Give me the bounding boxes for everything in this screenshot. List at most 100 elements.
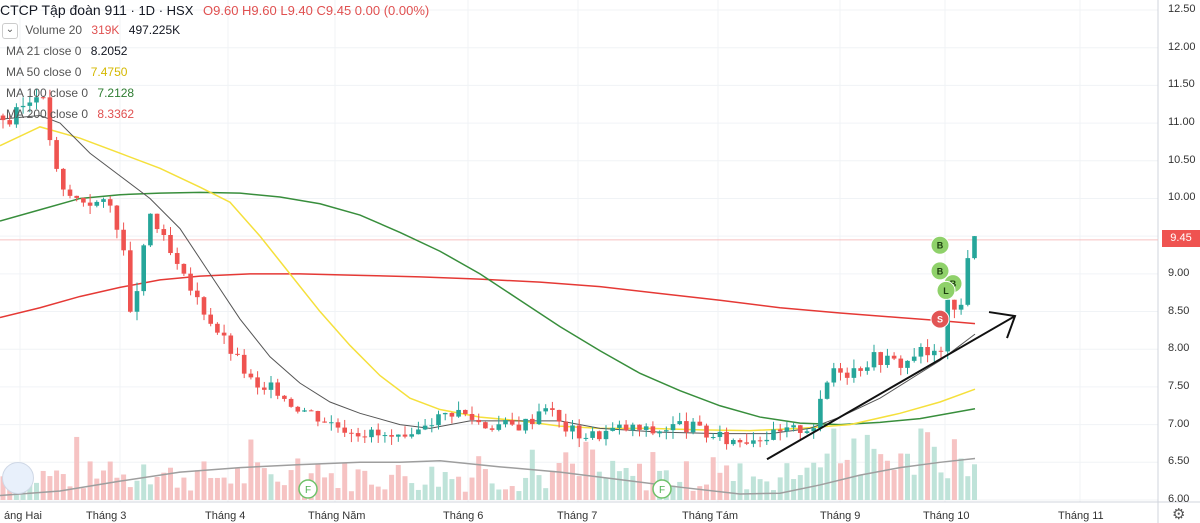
volume-bar [596,471,602,500]
indicator-value: 7.4750 [90,65,128,79]
indicator-value: 7.2128 [97,86,135,100]
indicator-label: MA 100 close 0 [6,86,89,100]
volume-bar [864,434,870,500]
candle-body [248,373,254,378]
candle-body [168,235,173,254]
indicator-ma100[interactable]: MA 100 close 0 7.2128 [6,86,134,100]
volume-bar [603,477,609,500]
candle-body [503,420,508,425]
candle-body [777,429,783,432]
volume-bar [838,463,843,500]
volume-bar [529,449,535,500]
x-tick-label: Tháng 10 [923,510,970,522]
candle-body [717,431,723,438]
y-tick-label: 12.50 [1168,3,1196,15]
candle-body [235,353,240,355]
candle-body [442,412,448,415]
candle-body [737,440,743,443]
volume-bar [476,456,482,500]
volume-bar [121,474,127,500]
volume-bar [878,454,884,500]
candle-body [215,323,220,333]
candle-body [369,429,374,438]
candle-body [416,429,421,435]
indicator-ma21[interactable]: MA 21 close 0 8.2052 [6,44,127,58]
candle-body [925,347,930,356]
candle-body [610,427,615,431]
candle-body [463,409,468,414]
candle-body [456,409,461,417]
volume-bar [724,465,730,500]
tradingview-logo-icon[interactable] [2,462,34,494]
chevron-down-icon[interactable]: ⌄ [2,23,18,39]
candle-body [650,426,656,434]
indicator-label: MA 200 close 0 [6,107,89,121]
candle-body [342,427,347,433]
volume-bar [791,479,797,500]
volume-bar [20,489,26,500]
candle-body [14,107,19,125]
volume-bar [938,472,944,500]
interval-label[interactable]: 1D [138,3,156,18]
indicator-volume[interactable]: ⌄ Volume 20 319K 497.225K [2,23,180,39]
candle-body [784,427,790,432]
volume-bar [248,439,254,500]
candle-body [128,250,133,312]
volume-bar [844,459,850,500]
volume-bar [342,463,348,500]
candle-body [81,197,86,203]
candle-body [74,195,79,198]
candle-body [409,434,414,437]
candle-body [576,425,582,439]
candle-body [731,440,736,445]
candle-body [154,213,160,230]
candle-body [275,382,280,396]
exchange-label: HSX [166,3,194,18]
candle-body [590,431,595,438]
candle-body [141,245,146,292]
candle-body [389,435,394,437]
candle-body [657,431,662,434]
candle-body [818,398,823,429]
candle-body [623,424,629,431]
candle-body [148,213,153,246]
volume-bar [811,462,817,500]
candle-body [523,418,528,431]
candle-body [87,202,93,206]
candle-body [476,419,481,423]
candle-body [556,409,562,422]
symbol-name[interactable]: CTCP Tập đoàn 911 [0,2,127,18]
volume-bar [375,486,381,500]
candle-body [851,368,857,378]
volume-bar [804,467,810,500]
volume-bar [449,479,455,500]
indicator-label: Volume 20 [25,23,83,38]
candle-body [201,297,207,315]
candle-body [891,355,897,359]
indicator-ma200[interactable]: MA 200 close 0 8.3362 [6,107,134,121]
y-tick-label: 8.50 [1168,304,1190,317]
volume-bar [255,462,261,500]
volume-bar [402,476,408,500]
volume-bar [858,475,864,500]
volume-bar [462,491,468,500]
volume-bar [610,460,616,500]
candle-body [757,440,763,442]
volume-bar [771,490,776,500]
indicator-ma50[interactable]: MA 50 close 0 7.4750 [6,65,127,79]
volume-bar [134,480,140,500]
volume-bar [181,477,187,500]
signal-marker-buy [930,235,950,255]
candle-body [161,229,167,236]
candle-body [563,421,569,432]
candle-body [677,421,682,425]
volume-bar [482,469,488,500]
candle-body [228,335,234,354]
volume-bar [764,481,770,500]
volume-bar [536,475,542,500]
candle-body [838,368,843,373]
volume-bar [697,486,703,500]
gear-icon[interactable]: ⚙ [1172,506,1186,523]
indicator-label: MA 21 close 0 [6,44,82,58]
